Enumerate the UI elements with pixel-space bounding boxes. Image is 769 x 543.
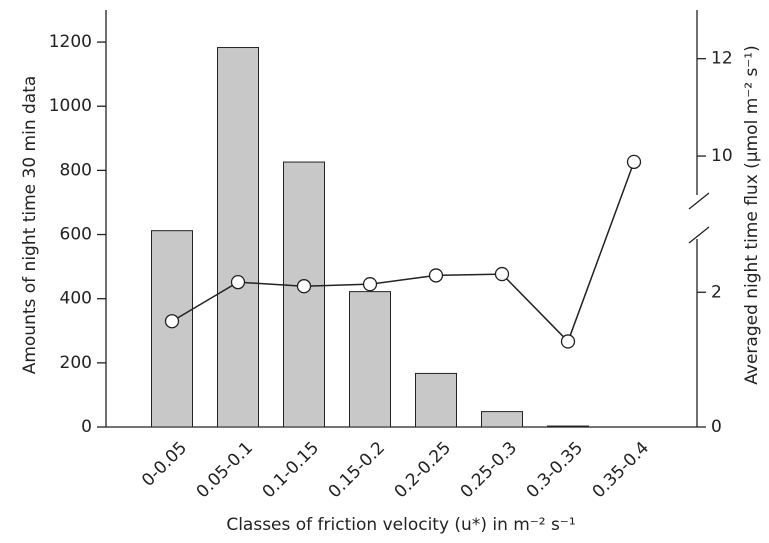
y2-tick-label: 10 (711, 146, 733, 166)
y-tick-label: 800 (60, 160, 92, 180)
x-tick-label: 0.05-0.1 (193, 438, 257, 502)
y-tick-label: 600 (60, 225, 92, 245)
y2-tick-label: 2 (711, 282, 722, 302)
x-tick-label: 0.3-0.35 (523, 438, 587, 502)
line-marker (560, 334, 576, 349)
line-marker (494, 266, 510, 282)
bar (151, 230, 193, 428)
x-tick-label: 0.2-0.25 (391, 438, 455, 502)
line-marker (428, 268, 444, 283)
bar (481, 411, 523, 428)
x-tick-label: 0-0.05 (138, 438, 191, 491)
x-tick-label: 0.15-0.2 (325, 438, 389, 502)
axis-break (688, 192, 710, 210)
bar (415, 372, 457, 428)
y-tick-label: 0 (81, 417, 92, 437)
y-tick-label: 200 (60, 353, 92, 373)
y-tick-label: 1200 (49, 32, 92, 52)
x-tick-label: 0.25-0.3 (457, 438, 521, 502)
line-marker (230, 275, 246, 290)
x-tick-label: 0.1-0.15 (259, 438, 323, 502)
x-axis-title: Classes of friction velocity (u*) in m⁻²… (226, 515, 575, 535)
line-marker (296, 279, 312, 294)
bar (547, 425, 589, 428)
x-tick-label: 0.35-0.4 (589, 438, 653, 502)
y2-tick-label: 0 (711, 417, 722, 437)
y2-tick-label: 12 (711, 49, 733, 69)
line-marker (362, 277, 378, 292)
y-axis-title: Amounts of night time 30 min data (20, 76, 40, 375)
bar (217, 47, 259, 428)
y-tick-label: 1000 (49, 96, 92, 116)
y2-axis-title: Averaged night time flux (µmol m⁻² s⁻¹) (742, 45, 762, 384)
axis-break (688, 226, 710, 244)
bar (283, 161, 325, 428)
line-marker (164, 314, 180, 329)
bar (349, 291, 391, 428)
line (171, 161, 635, 343)
y-tick-label: 400 (60, 289, 92, 309)
line-marker (626, 154, 642, 170)
